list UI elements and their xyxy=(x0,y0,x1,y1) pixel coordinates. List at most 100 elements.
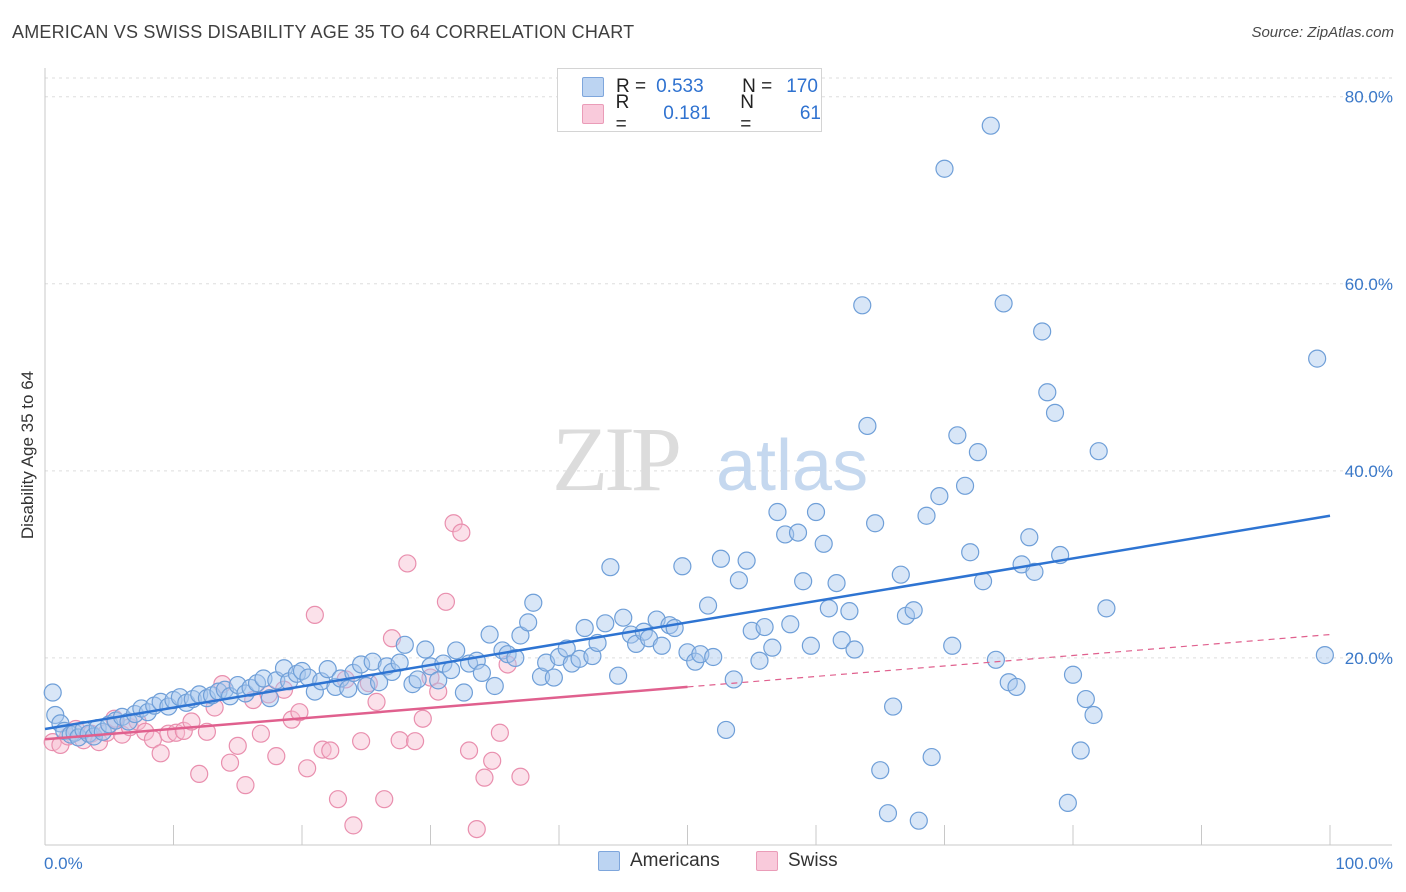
swiss-point xyxy=(305,605,324,625)
swiss-point xyxy=(267,747,286,766)
americans-point xyxy=(1007,677,1026,697)
americans-point xyxy=(1315,646,1334,665)
americans-point xyxy=(968,443,988,462)
americans-point xyxy=(961,543,980,562)
axes xyxy=(44,68,1392,846)
swiss-point xyxy=(444,514,463,533)
swiss-point xyxy=(190,764,209,784)
americans-point xyxy=(363,652,382,671)
swiss-point xyxy=(290,703,309,722)
legend-r-value-americans: 0.533 xyxy=(656,76,704,97)
americans-point xyxy=(1076,689,1095,709)
americans-point xyxy=(472,663,491,682)
americans-point xyxy=(454,683,474,702)
americans-point xyxy=(485,676,504,696)
swiss-point xyxy=(236,776,255,795)
legend-n-label: N = xyxy=(742,76,773,97)
trend-lines xyxy=(44,514,1331,741)
americans-point xyxy=(806,502,826,522)
swiss-point xyxy=(490,723,509,742)
tick-labels: 20.0% 40.0% 60.0% 80.0% 0.0% 100.0% xyxy=(44,88,1393,873)
americans-point xyxy=(768,502,787,522)
chart-title: AMERICAN VS SWISS DISABILITY AGE 35 TO 6… xyxy=(12,22,635,42)
americans-point xyxy=(814,534,833,553)
americans-point xyxy=(891,565,910,584)
americans-point xyxy=(1071,741,1090,760)
americans-point xyxy=(1089,442,1108,461)
americans-point xyxy=(981,116,1000,135)
americans-point xyxy=(395,635,414,654)
source-label: Source: ZipAtlas.com xyxy=(1251,24,1394,41)
americans-point xyxy=(724,670,743,689)
americans-point xyxy=(260,689,279,708)
americans-point xyxy=(788,523,808,542)
bottom-legend-swiss: Swiss xyxy=(756,850,838,872)
watermark: ZIP atlas xyxy=(552,408,868,510)
americans-point xyxy=(429,671,448,690)
legend-r-label: R = xyxy=(615,92,630,135)
americans-point xyxy=(441,660,461,680)
americans-point xyxy=(1063,665,1083,684)
americans-point xyxy=(416,640,435,659)
americans-point xyxy=(986,650,1006,669)
americans-point xyxy=(853,296,872,315)
americans-point xyxy=(948,426,967,445)
americans-point xyxy=(506,648,525,668)
americans-point xyxy=(352,655,371,674)
legend-swatch-swiss xyxy=(582,104,604,124)
americans-point xyxy=(480,625,499,644)
americans-point xyxy=(729,571,749,590)
americans-point xyxy=(801,636,820,655)
bottom-legend-label-swiss: Swiss xyxy=(788,850,838,871)
americans-point xyxy=(794,572,813,591)
americans-point xyxy=(883,697,903,716)
swiss-point xyxy=(228,736,247,755)
americans-point xyxy=(292,661,312,681)
legend-swatch-americans xyxy=(582,77,604,97)
americans-point xyxy=(917,506,936,525)
swiss-point xyxy=(413,709,432,728)
legend-n-value-swiss: 61 xyxy=(799,103,821,124)
americans-point xyxy=(909,811,928,830)
americans-point xyxy=(871,761,890,780)
swiss-point xyxy=(405,732,425,751)
swiss-point xyxy=(390,731,409,750)
swiss-point xyxy=(436,592,456,611)
americans-point xyxy=(596,614,615,633)
americans-point xyxy=(763,638,782,657)
americans-point xyxy=(716,720,736,740)
americans-point xyxy=(524,593,543,612)
americans-point xyxy=(878,804,898,823)
y-tick-label: 20.0% xyxy=(1345,649,1393,668)
bottom-legend-swatch-swiss xyxy=(756,851,778,871)
swiss-point xyxy=(313,740,332,759)
americans-point xyxy=(318,660,337,679)
swiss-point xyxy=(220,753,240,772)
americans-point xyxy=(1308,349,1327,368)
swiss-point xyxy=(151,744,170,763)
stats-legend: R = 0.533 N = 170 R = 0.181 N = 61 xyxy=(557,68,822,135)
swiss-point xyxy=(475,768,494,787)
americans-point xyxy=(673,557,692,576)
americans-point xyxy=(408,670,427,689)
swiss-point xyxy=(483,751,502,770)
americans-point xyxy=(287,664,306,683)
swiss-trend-line xyxy=(44,685,688,741)
americans-point xyxy=(1084,705,1103,725)
y-axis-title: Disability Age 35 to 64 xyxy=(18,371,37,539)
legend-r-value-swiss: 0.181 xyxy=(663,103,711,124)
swiss-point xyxy=(459,741,479,760)
americans-point xyxy=(840,602,859,621)
americans-point xyxy=(609,666,628,685)
swiss-point xyxy=(375,790,394,809)
americans-point xyxy=(575,618,594,638)
watermark-atlas: atlas xyxy=(716,426,868,506)
americans-point xyxy=(339,679,358,698)
americans-point xyxy=(935,159,954,178)
americans-point xyxy=(601,558,620,577)
swiss-point xyxy=(344,816,363,835)
americans-point xyxy=(750,651,769,670)
americans-point xyxy=(544,668,563,687)
legend-n-label: N = xyxy=(740,92,754,135)
